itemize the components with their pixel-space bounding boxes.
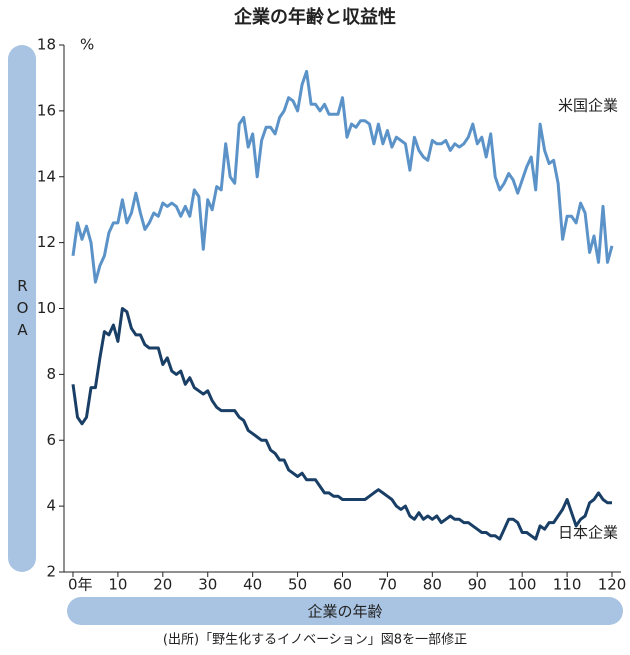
x-tick-label: 10	[108, 576, 127, 594]
x-tick-label: 50	[288, 576, 307, 594]
x-tick-label: 110	[553, 576, 582, 594]
x-tick-label: 80	[423, 576, 442, 594]
x-tick-label: 120	[598, 576, 627, 594]
x-tick-label: 70	[378, 576, 397, 594]
series-label: 米国企業	[558, 96, 618, 114]
y-tick-label: 16	[37, 101, 56, 119]
series-label: 日本企業	[558, 523, 618, 541]
series-line	[71, 69, 614, 284]
y-tick-label: 18	[37, 36, 56, 54]
y-tick-label: 6	[46, 431, 56, 449]
y-tick-label: 8	[46, 365, 56, 383]
y-label-band	[8, 45, 36, 572]
x-axis-label: 企業の年齢	[307, 603, 382, 621]
x-label-band	[67, 597, 623, 625]
x-tick-label: 40	[243, 576, 262, 594]
chart-title: 企業の年齢と収益性	[233, 6, 396, 28]
x-tick-label: 100	[508, 576, 537, 594]
x-tick-label: 0年	[68, 576, 93, 594]
y-tick-label: 10	[37, 299, 56, 317]
y-tick-label: 4	[46, 497, 56, 515]
y-tick-label: 14	[37, 167, 56, 185]
source: (出所)「野生化するイノベーション」図8を一部修正	[163, 633, 467, 648]
series-line	[71, 307, 612, 541]
y-tick-label: 2	[46, 563, 56, 581]
x-tick-label: 60	[333, 576, 352, 594]
y-unit: %	[80, 36, 94, 54]
y-axis-label: ROA	[14, 277, 32, 343]
x-tick-label: 90	[468, 576, 487, 594]
y-tick-label: 12	[37, 233, 56, 251]
x-tick-label: 20	[153, 576, 172, 594]
x-tick-label: 30	[198, 576, 217, 594]
